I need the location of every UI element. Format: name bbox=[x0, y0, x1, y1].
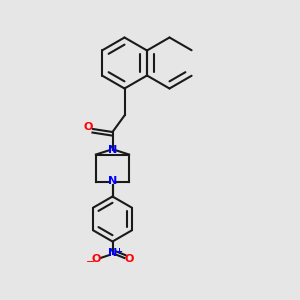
Text: O: O bbox=[91, 254, 101, 265]
Text: O: O bbox=[84, 122, 93, 133]
Text: N: N bbox=[108, 176, 117, 187]
Text: −: − bbox=[86, 257, 95, 267]
Text: N: N bbox=[108, 145, 117, 155]
Text: N: N bbox=[108, 248, 117, 259]
Text: O: O bbox=[124, 254, 134, 265]
Text: +: + bbox=[116, 247, 123, 256]
